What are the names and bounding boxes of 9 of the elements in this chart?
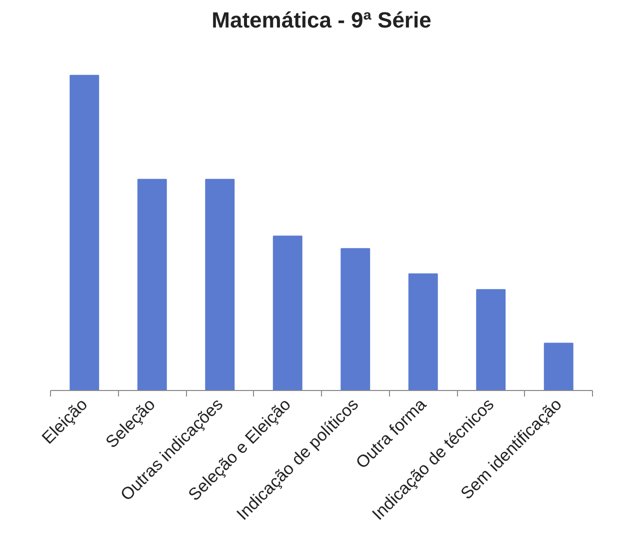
bar — [137, 178, 167, 390]
bar — [205, 178, 235, 390]
bar — [476, 289, 506, 390]
bar — [408, 273, 438, 390]
chart-title: Matemática - 9ª Série — [212, 8, 432, 32]
bar — [272, 236, 302, 390]
bar — [70, 74, 100, 390]
bar — [544, 342, 574, 390]
bar — [340, 248, 370, 390]
